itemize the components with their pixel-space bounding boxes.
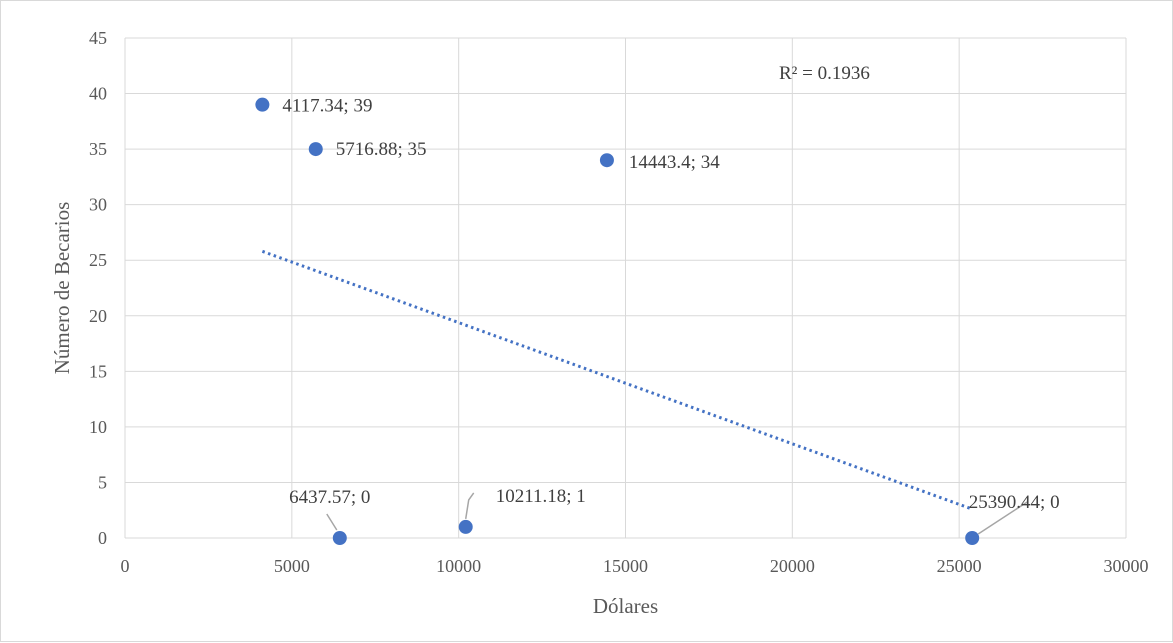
y-tick-label-0: 0 (98, 528, 107, 548)
x-tick-label-3: 15000 (603, 556, 648, 576)
x-tick-labels: 0 5000 10000 15000 20000 25000 30000 (121, 556, 1149, 576)
data-label-0: 4117.34; 39 (282, 96, 372, 117)
data-point-2 (599, 153, 614, 168)
x-tick-label-2: 10000 (436, 556, 481, 576)
data-point-5 (965, 531, 980, 545)
y-tick-label-8: 40 (89, 84, 107, 104)
data-label-4: 10211.18; 1 (496, 486, 586, 507)
x-tick-label-0: 0 (121, 556, 130, 576)
y-tick-label-1: 5 (98, 472, 107, 492)
data-label-3: 6437.57; 0 (289, 487, 370, 508)
y-tick-label-4: 20 (89, 306, 107, 326)
gridlines (124, 37, 1127, 539)
y-tick-label-7: 35 (89, 139, 107, 159)
y-tick-labels: 0 5 10 15 20 25 30 35 40 45 (89, 28, 107, 548)
leader-line-4 (464, 492, 475, 520)
y-tick-label-9: 45 (89, 28, 107, 48)
data-point-1 (308, 142, 323, 157)
y-tick-label-2: 10 (89, 417, 107, 437)
data-point-0 (255, 97, 270, 112)
data-label-1: 5716.88; 35 (336, 139, 427, 160)
data-label-2: 14443.4; 34 (629, 152, 720, 173)
leader-line-3 (326, 513, 338, 531)
data-points (255, 97, 980, 545)
x-tick-label-6: 30000 (1104, 556, 1149, 576)
y-tick-label-6: 30 (89, 195, 107, 215)
data-label-5: 25390.44; 0 (969, 492, 1060, 513)
x-tick-label-5: 25000 (937, 556, 982, 576)
x-axis-title: Dólares (593, 594, 658, 618)
y-axis-title: Número de Becarios (50, 202, 74, 375)
trendline (261, 249, 973, 511)
data-labels: 4117.34; 39 5716.88; 35 14443.4; 34 6437.57… (282, 96, 1059, 513)
leader-lines (326, 492, 1028, 535)
y-tick-label-5: 25 (89, 250, 107, 270)
leader-line-5 (977, 501, 1028, 535)
x-tick-label-4: 20000 (770, 556, 815, 576)
data-point-3 (332, 531, 347, 545)
r-squared-label: R² = 0.1936 (779, 63, 870, 84)
data-point-4 (458, 519, 473, 534)
y-tick-label-3: 15 (89, 361, 107, 381)
x-tick-label-1: 5000 (274, 556, 310, 576)
